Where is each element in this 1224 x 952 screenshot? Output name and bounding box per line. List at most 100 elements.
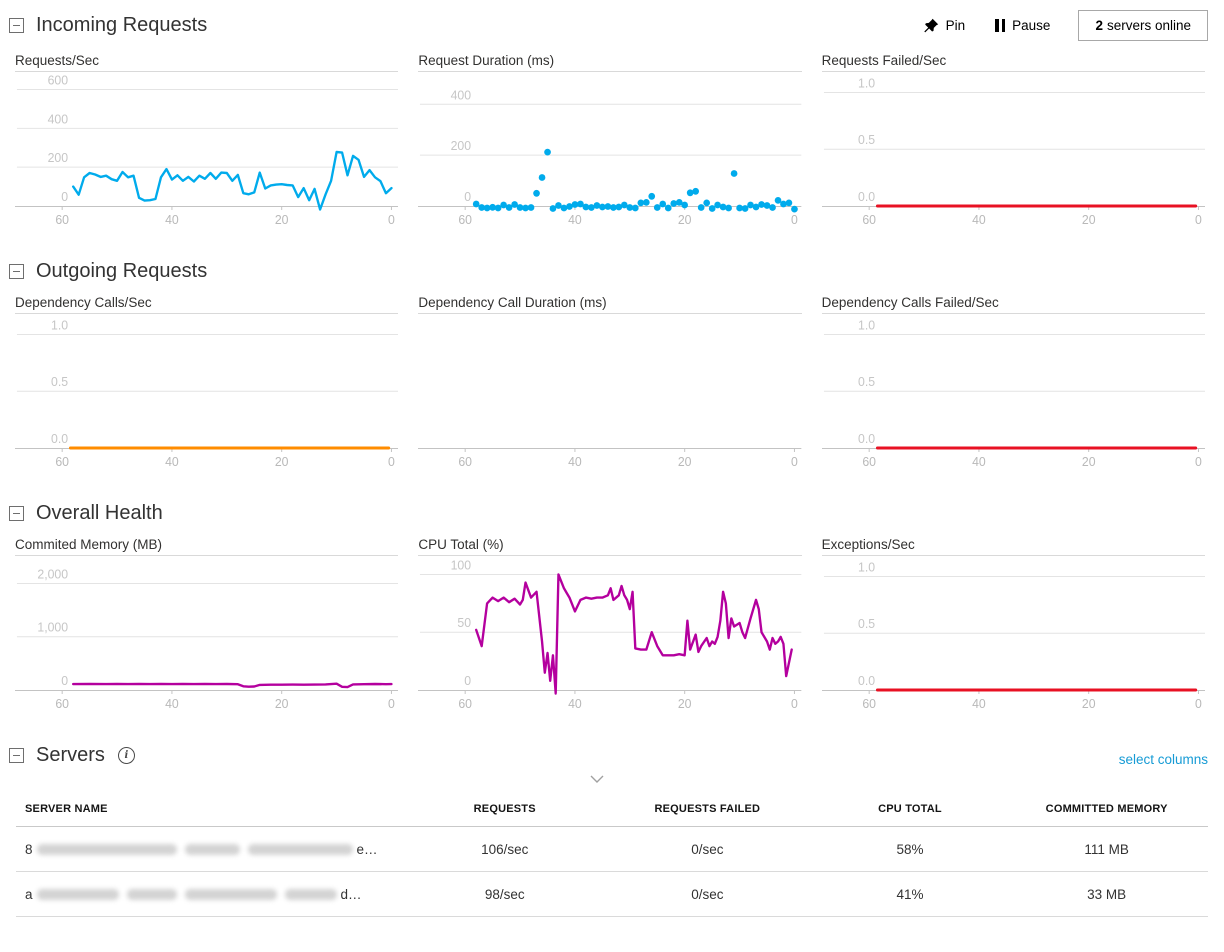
chevron-down-icon[interactable]: [590, 775, 604, 783]
x-axis-label: 40: [972, 455, 986, 469]
data-point: [714, 201, 722, 209]
table-row[interactable]: a d… 98/sec 0/sec 41% 33 MB: [16, 872, 1208, 917]
x-axis-label: 20: [275, 213, 289, 227]
data-point: [665, 204, 672, 212]
collapse-icon[interactable]: [9, 264, 24, 279]
column-header-server-name[interactable]: SERVER NAME: [25, 803, 108, 815]
data-point: [780, 200, 788, 208]
data-point: [555, 202, 563, 209]
x-axis-label: 20: [1082, 697, 1096, 711]
x-axis-label: 20: [678, 455, 692, 469]
chart-title: Dependency Calls/Sec: [15, 295, 399, 314]
pause-button[interactable]: Pause: [995, 18, 1050, 33]
x-axis-label: 20: [275, 455, 289, 469]
data-point: [566, 203, 574, 210]
chart-canvas: 60 40 20 0: [418, 448, 802, 469]
server-name-prefix: 8: [25, 841, 33, 857]
chart-title: Dependency Calls Failed/Sec: [821, 295, 1205, 314]
y-axis-label: 0.5: [858, 617, 875, 631]
x-axis-label: 0: [1195, 213, 1202, 227]
column-header-requests-failed[interactable]: REQUESTS FAILED: [654, 803, 761, 815]
data-point: [769, 204, 777, 211]
table-row[interactable]: 8 e… 106/sec 0/sec 58% 111 MB: [16, 827, 1208, 872]
servers-table-body: 8 e… 106/sec 0/sec 58% 111 MB a d… 98/sec …: [16, 827, 1208, 917]
y-axis-label: 1,000: [37, 621, 68, 635]
redacted-server-name: [126, 888, 177, 900]
column-header-committed-memory[interactable]: COMMITTED MEMORY: [1045, 803, 1168, 815]
data-point: [747, 201, 755, 209]
redacted-server-name: [36, 843, 177, 855]
x-axis-label: 20: [1082, 213, 1096, 227]
data-point: [544, 148, 552, 156]
data-point: [599, 203, 607, 211]
collapse-icon[interactable]: [9, 506, 24, 521]
section-title: Servers: [36, 744, 105, 766]
data-point: [577, 200, 585, 208]
chart-canvas: 2,000 1,000 0 60 40 20 0: [15, 567, 399, 711]
data-point: [753, 203, 760, 211]
column-header-requests[interactable]: REQUESTS: [473, 803, 536, 815]
pin-button[interactable]: Pin: [923, 18, 965, 34]
chart-title: CPU Total (%): [418, 537, 802, 556]
x-axis-label: 60: [459, 455, 473, 469]
data-point: [626, 204, 634, 211]
servers-table-header: SERVER NAME REQUESTS REQUESTS FAILED CPU…: [16, 769, 1208, 827]
servers-online-count: 2: [1095, 18, 1103, 33]
section-header-outgoing-requests: Outgoing Requests: [0, 260, 1224, 283]
x-axis-label: 60: [862, 455, 876, 469]
x-axis-label: 40: [165, 455, 179, 469]
x-axis-label: 0: [791, 697, 798, 711]
servers-table: SERVER NAME REQUESTS REQUESTS FAILED CPU…: [16, 769, 1208, 917]
collapse-icon[interactable]: [9, 748, 24, 763]
y-axis-label: 0.5: [51, 375, 68, 389]
servers-online-label: servers online: [1106, 18, 1191, 33]
x-axis-label: 40: [165, 697, 179, 711]
info-icon[interactable]: i: [117, 747, 135, 764]
data-point: [489, 203, 497, 211]
y-axis-label: 0: [61, 674, 68, 688]
chart-cell: Commited Memory (MB) 2,000 1,000 0 60 40 20 0: [15, 537, 399, 718]
data-point: [549, 205, 557, 212]
x-axis-label: 0: [388, 455, 395, 469]
redacted-server-name: [247, 843, 353, 855]
data-point: [615, 203, 623, 211]
data-point: [478, 204, 486, 211]
chart-cell: Requests Failed/Sec 1.0 0.5 0.0 60 40 20 0: [821, 53, 1205, 234]
y-axis-label: 50: [458, 616, 472, 630]
data-point: [588, 204, 596, 211]
section-header-overall-health: Overall Health: [0, 502, 1224, 525]
data-point: [621, 201, 628, 209]
y-axis-label: 200: [451, 139, 472, 153]
section-title: Overall Health: [36, 502, 163, 524]
section-header-servers: Servers i select columns: [0, 744, 1224, 767]
outgoing-requests-charts: Dependency Calls/Sec 1.0 0.5 0.0 60 40 20 0 De…: [0, 295, 1224, 476]
data-point: [495, 204, 502, 212]
chart-cell: Dependency Calls Failed/Sec 1.0 0.5 0.0 60 4…: [821, 295, 1205, 476]
data-point: [522, 204, 530, 212]
data-point: [517, 204, 524, 211]
collapse-icon[interactable]: [9, 18, 24, 33]
y-axis-label: 600: [48, 73, 69, 87]
x-axis-label: 60: [55, 697, 69, 711]
y-axis-label: 0.0: [51, 432, 68, 446]
column-header-cpu-total[interactable]: CPU TOTAL: [878, 803, 942, 815]
cpu-total-cell: 58%: [896, 841, 924, 857]
data-point: [484, 204, 491, 212]
x-axis-label: 0: [388, 697, 395, 711]
data-point: [659, 200, 667, 208]
server-name-cell: 8 e…: [16, 842, 409, 857]
data-point: [742, 205, 749, 212]
chart-cell: Request Duration (ms) 400 200 0 60 40 20 0: [418, 53, 802, 234]
chart-cell: Requests/Sec 600 400 200 0 60 40 20 0: [15, 53, 399, 234]
y-axis-label: 0.5: [858, 133, 875, 147]
data-point: [560, 204, 568, 212]
select-columns-link[interactable]: select columns: [1118, 752, 1208, 767]
chart-title: Dependency Call Duration (ms): [418, 295, 802, 314]
x-axis-label: 0: [1195, 697, 1202, 711]
cpu-total-cell: 41%: [896, 886, 924, 902]
y-axis-label: 1.0: [858, 560, 875, 574]
servers-online-button[interactable]: 2 servers online: [1078, 10, 1208, 41]
data-point: [720, 203, 727, 211]
y-axis-label: 2,000: [37, 567, 68, 581]
